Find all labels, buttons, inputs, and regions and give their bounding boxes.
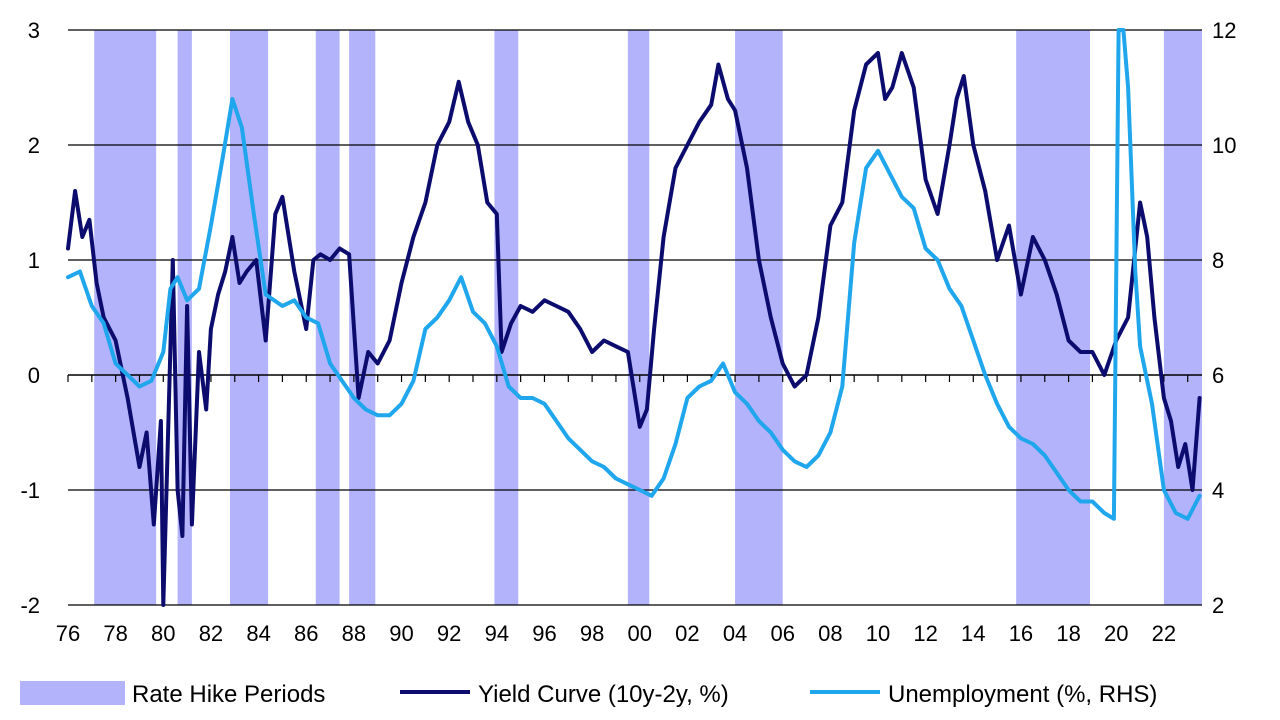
x-tick-label: 04: [723, 621, 747, 646]
y-right-tick-label: 6: [1212, 363, 1224, 388]
y-left-tick-label: -2: [20, 593, 40, 618]
yield-curve-line: [66, 51, 1202, 607]
y-right-tick-label: 2: [1212, 593, 1224, 618]
y-left-tick-label: 2: [28, 133, 40, 158]
legend-label-unemployment: Unemployment (%, RHS): [888, 681, 1157, 708]
legend-swatch-hike: [20, 681, 125, 705]
x-tick-label: 94: [485, 621, 509, 646]
rate-hike-band-6: [627, 30, 650, 605]
x-tick-label: 84: [246, 621, 270, 646]
rate-hike-band-5: [494, 30, 519, 605]
unemployment-line: [66, 28, 1202, 521]
x-tick-label: 78: [103, 621, 127, 646]
x-tick-label: 96: [532, 621, 556, 646]
rate-hike-bands: [94, 30, 1202, 605]
rate-hike-band-9: [1163, 30, 1202, 605]
y-right-tick-label: 12: [1212, 18, 1236, 43]
y-left-tick-label: 1: [28, 248, 40, 273]
x-tick-label: 76: [56, 621, 80, 646]
y-left-tick-label: 3: [28, 18, 40, 43]
x-tick-label: 00: [628, 621, 652, 646]
x-axis: [67, 374, 1202, 382]
x-tick-label: 14: [961, 621, 985, 646]
rate-hike-band-7: [735, 30, 783, 605]
x-tick-label: 20: [1104, 621, 1128, 646]
x-tick-label: 08: [818, 621, 842, 646]
y-right-tick-label: 8: [1212, 248, 1224, 273]
x-tick-label: 80: [151, 621, 175, 646]
y-right-tick-label: 10: [1212, 133, 1236, 158]
x-tick-label: 22: [1152, 621, 1176, 646]
x-tick-label: 02: [675, 621, 699, 646]
series-lines: [66, 28, 1202, 607]
x-tick-label: 90: [389, 621, 413, 646]
y-left-tick-label: 0: [28, 363, 40, 388]
x-tick-label: 12: [913, 621, 937, 646]
x-tick-label: 10: [866, 621, 890, 646]
x-tick-label: 16: [1009, 621, 1033, 646]
x-tick-label: 18: [1056, 621, 1080, 646]
x-tick-label: 82: [199, 621, 223, 646]
legend: Rate Hike Periods Yield Curve (10y-2y, %…: [20, 681, 1157, 708]
rate-hike-band-8: [1016, 30, 1091, 605]
y-left-tick-label: -1: [20, 478, 40, 503]
x-tick-label: 86: [294, 621, 318, 646]
x-tick-label: 88: [342, 621, 366, 646]
rate-hike-band-3: [315, 30, 340, 605]
gridlines: [68, 29, 1202, 606]
y-right-tick-label: 4: [1212, 478, 1224, 503]
x-tick-label: 92: [437, 621, 461, 646]
x-tick-label: 06: [770, 621, 794, 646]
x-tick-label: 98: [580, 621, 604, 646]
rate-hike-band-1: [177, 30, 192, 605]
legend-label-hike: Rate Hike Periods: [132, 681, 325, 708]
x-tick-labels: 76 78 80 82 84 86 88 90 92 94 96 98 00 02 04 06 08 10 12 14…: [56, 621, 1176, 646]
legend-label-yield: Yield Curve (10y-2y, %): [478, 681, 729, 708]
